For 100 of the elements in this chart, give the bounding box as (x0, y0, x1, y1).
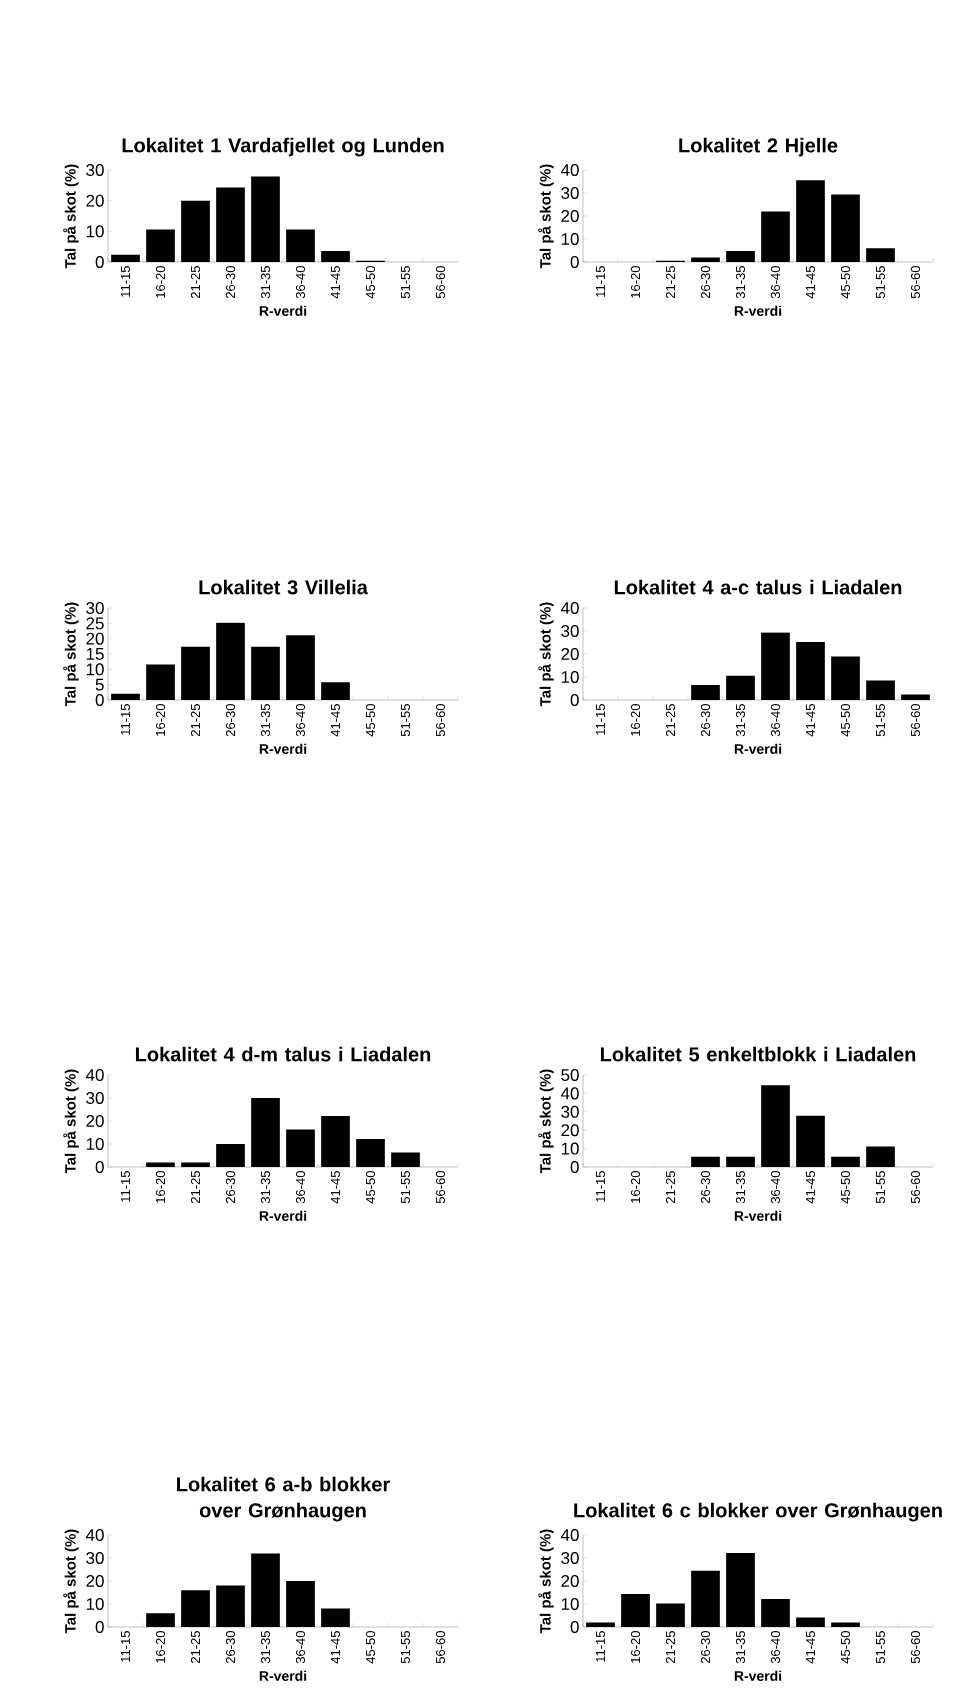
x-tick-label: 45-50 (840, 704, 851, 737)
x-tick-label: 56-60 (435, 1171, 446, 1204)
y-tick-label: 50 (561, 1068, 579, 1082)
bar (866, 248, 895, 262)
chart-title: Lokalitet 4 d-m talus i Liadalen (135, 1046, 431, 1062)
bar (691, 1156, 720, 1167)
bar (831, 1622, 860, 1627)
x-tick-label: 11-15 (120, 266, 131, 297)
bar (866, 680, 895, 700)
bar (181, 646, 210, 700)
x-tick-label: 31-35 (735, 704, 746, 737)
bar (181, 1162, 210, 1167)
x-tick-label: 26-30 (700, 1631, 711, 1664)
bar (111, 693, 140, 700)
x-tick-label: 16-20 (155, 1631, 166, 1663)
x-tick-label: 36-40 (295, 1171, 306, 1204)
y-tick-label: 20 (561, 1574, 579, 1588)
y-tick-label: 40 (85, 1528, 104, 1542)
y-tick-label: 5 (95, 678, 104, 691)
bar (831, 656, 860, 700)
x-tick-label: 56-60 (435, 704, 446, 737)
y-tick-label: 30 (561, 1551, 579, 1565)
y-axis-title: Tal på skot (%) (538, 1069, 554, 1174)
y-tick-label: 20 (86, 194, 104, 207)
y-tick-label: 40 (560, 1087, 579, 1100)
bar (321, 1115, 350, 1167)
bar (656, 1603, 685, 1627)
x-tick-label: 41-45 (330, 1631, 341, 1664)
x-axis-title: R-verdi (734, 1210, 782, 1221)
x-tick-label: 21-25 (190, 1631, 201, 1664)
x-tick-label: 11-15 (595, 1171, 606, 1202)
bar (251, 646, 280, 700)
x-tick-label: 11-15 (120, 704, 131, 735)
y-tick-label: 10 (561, 670, 579, 684)
bar (321, 250, 350, 262)
bar (391, 1152, 420, 1167)
bar (146, 229, 175, 262)
y-tick-label: 10 (86, 1137, 104, 1151)
x-tick-label: 16-20 (155, 704, 166, 736)
x-tick-label: 45-50 (365, 1631, 376, 1664)
x-tick-label: 41-45 (330, 704, 341, 737)
y-tick-label: 0 (95, 1160, 104, 1174)
bar (691, 257, 720, 262)
x-tick-label: 51-55 (875, 704, 886, 737)
bar (586, 1622, 615, 1627)
x-tick-label: 16-20 (630, 1631, 641, 1663)
x-tick-label: 36-40 (770, 1171, 781, 1204)
x-tick-label: 45-50 (365, 266, 376, 299)
x-tick-label: 56-60 (910, 1631, 921, 1664)
chart-title: Lokalitet 2 Hjelle (679, 137, 838, 157)
x-tick-label: 51-55 (875, 1631, 886, 1664)
x-tick-label: 51-55 (400, 704, 411, 737)
x-tick-label: 31-35 (260, 266, 271, 299)
x-tick-label: 56-60 (910, 1171, 921, 1204)
y-tick-label: 30 (86, 1091, 104, 1105)
bar (146, 664, 175, 700)
y-tick-label: 30 (561, 1105, 579, 1118)
bar (691, 1570, 720, 1627)
bar (761, 211, 790, 262)
x-tick-label: 41-45 (805, 1171, 816, 1204)
bar (831, 194, 860, 262)
x-tick-label: 31-35 (735, 1171, 746, 1204)
x-tick-label: 21-25 (665, 704, 676, 737)
x-tick-label: 21-25 (665, 1631, 676, 1664)
x-tick-label: 56-60 (910, 266, 921, 299)
y-tick-label: 10 (561, 232, 579, 246)
bar (321, 682, 350, 700)
bar (691, 685, 720, 700)
x-tick-label: 45-50 (365, 1171, 376, 1204)
x-tick-label: 45-50 (840, 266, 851, 299)
bar (216, 1585, 245, 1627)
bar (866, 1146, 895, 1167)
bar (621, 1594, 650, 1627)
x-tick-label: 41-45 (805, 1631, 816, 1664)
y-tick-label: 40 (560, 163, 579, 177)
y-tick-label: 10 (86, 225, 104, 238)
x-tick-label: 31-35 (260, 1631, 271, 1664)
bar (216, 1143, 245, 1167)
y-axis-title: Tal på skot (%) (538, 602, 554, 707)
bar (251, 1097, 280, 1167)
bar (796, 1617, 825, 1627)
x-tick-label: 41-45 (330, 1171, 341, 1204)
x-tick-label: 16-20 (155, 266, 166, 298)
y-axis-title: Tal på skot (%) (63, 164, 79, 269)
y-tick-label: 0 (95, 255, 104, 269)
x-tick-label: 56-60 (435, 1631, 446, 1664)
y-tick-label: 25 (86, 617, 104, 630)
x-tick-label: 21-25 (190, 704, 201, 737)
bar (216, 622, 245, 700)
x-tick-label: 36-40 (770, 704, 781, 737)
x-tick-label: 11-15 (595, 266, 606, 297)
chart-title: Lokalitet 6 c blokker over Grønhaugen (574, 1502, 942, 1522)
x-tick-label: 11-15 (595, 704, 606, 735)
x-tick-label: 26-30 (225, 1171, 236, 1204)
bar (356, 1138, 385, 1167)
y-tick-label: 0 (570, 1620, 579, 1634)
y-tick-label: 30 (86, 601, 104, 615)
y-tick-label: 30 (86, 163, 104, 177)
x-tick-label: 26-30 (700, 1171, 711, 1204)
y-tick-label: 20 (561, 209, 579, 223)
